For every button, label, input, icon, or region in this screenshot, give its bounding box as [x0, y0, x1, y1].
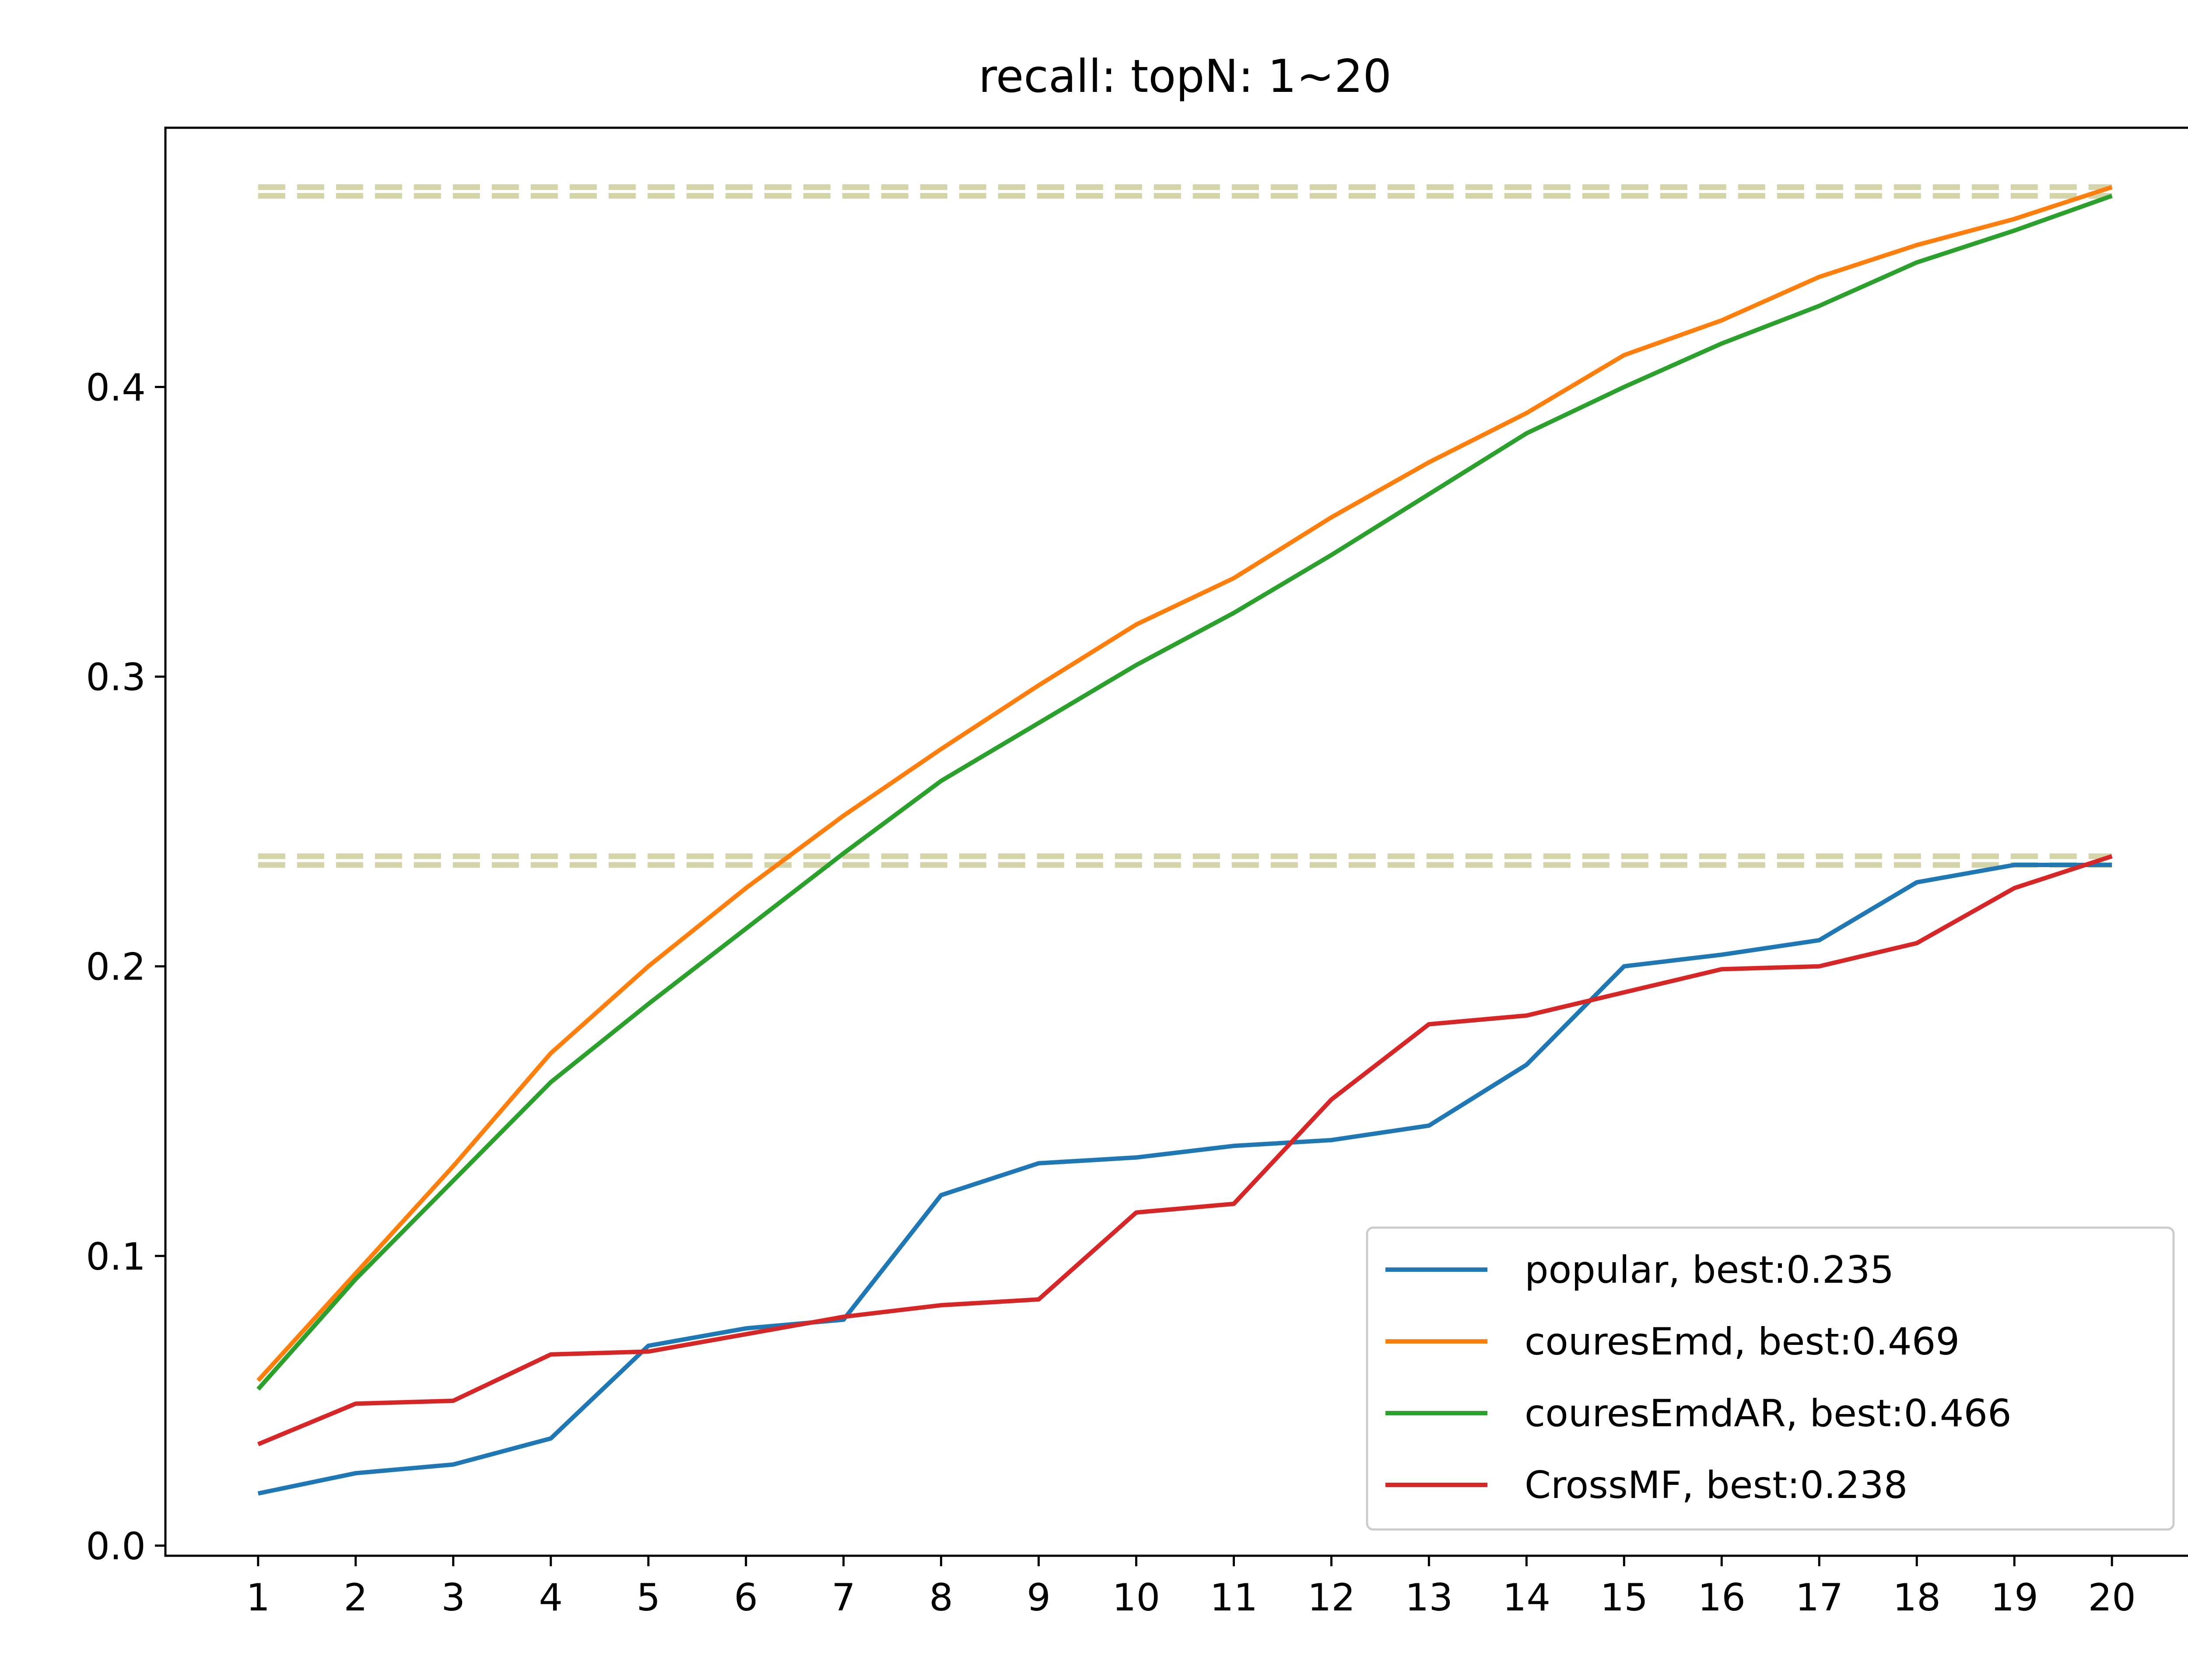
legend-label-2: couresEmdAR, best:0.466	[1525, 1392, 2012, 1435]
y-tick-label-1: 0.1	[86, 1235, 146, 1279]
x-tick-label-15: 16	[1698, 1576, 1746, 1620]
x-tick-label-13: 14	[1503, 1576, 1550, 1620]
legend-box	[1366, 1226, 2175, 1531]
x-tick-label-3: 4	[539, 1576, 563, 1620]
x-tick-label-5: 6	[734, 1576, 758, 1620]
x-tick-label-1: 2	[344, 1576, 368, 1620]
x-tick-label-16: 17	[1795, 1576, 1843, 1620]
legend-label-1: couresEmd, best:0.469	[1525, 1320, 1960, 1364]
x-tick-label-12: 13	[1405, 1576, 1453, 1620]
x-tick-label-7: 8	[929, 1576, 953, 1620]
chart-title: recall: topN: 1~20	[978, 50, 1392, 103]
x-tick-label-0: 1	[246, 1576, 270, 1620]
series-lines	[256, 185, 2113, 1496]
legend-label-3: CrossMF, best:0.238	[1525, 1463, 1907, 1507]
y-axis: 0.0 0.1 0.2 0.3 0.4	[86, 366, 165, 1568]
x-tick-label-10: 11	[1210, 1576, 1258, 1620]
x-tick-label-4: 5	[636, 1576, 660, 1620]
y-tick-label-2: 0.2	[86, 945, 146, 989]
series-line-2	[256, 193, 2113, 1391]
y-tick-label-4: 0.4	[86, 366, 146, 410]
y-tick-label-0: 0.0	[86, 1525, 146, 1568]
x-tick-label-2: 3	[441, 1576, 465, 1620]
series-line-1	[256, 185, 2113, 1382]
x-axis: 1 2 3 4 5 6 7 8 9 10 11 12 13 14 15 16 17 18 19 20	[246, 1556, 2136, 1620]
legend: popular, best:0.235 couresEmd, best:0.469…	[1366, 1226, 2175, 1531]
x-tick-label-14: 15	[1600, 1576, 1648, 1620]
x-tick-label-6: 7	[831, 1576, 856, 1620]
plot-area-frame	[164, 126, 2188, 1557]
x-tick-label-8: 9	[1027, 1576, 1051, 1620]
x-tick-label-9: 10	[1112, 1576, 1160, 1620]
x-tick-label-18: 19	[1990, 1576, 2038, 1620]
series-line-3	[257, 854, 2113, 1446]
series-line-0	[257, 862, 2112, 1496]
reference-lines	[258, 184, 2112, 868]
y-tick-label-3: 0.3	[86, 656, 146, 700]
x-tick-label-11: 12	[1308, 1576, 1355, 1620]
x-tick-label-17: 18	[1893, 1576, 1941, 1620]
legend-label-0: popular, best:0.235	[1525, 1248, 1894, 1292]
x-tick-label-19: 20	[2088, 1576, 2135, 1620]
